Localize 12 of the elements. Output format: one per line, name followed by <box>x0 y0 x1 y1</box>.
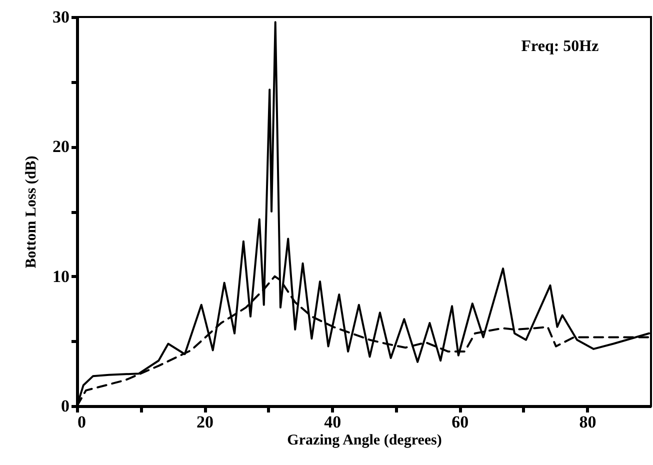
x-axis-title: Grazing Angle (degrees) <box>287 432 442 448</box>
annotation: Freq: 50Hz <box>521 38 599 55</box>
y-tick-label: 20 <box>52 137 70 156</box>
y-axis-title: Bottom Loss (dB) <box>24 156 40 268</box>
x-tick-label: 60 <box>452 412 469 432</box>
y-tick-label: 30 <box>52 8 70 26</box>
y-tick-label: 10 <box>52 266 70 286</box>
x-tick-label: 40 <box>324 412 342 432</box>
y-tick-label: 0 <box>61 396 70 416</box>
x-tick-label: 80 <box>579 412 596 432</box>
x-tick-label: 20 <box>196 412 214 432</box>
x-tick-label: 0 <box>78 412 86 432</box>
